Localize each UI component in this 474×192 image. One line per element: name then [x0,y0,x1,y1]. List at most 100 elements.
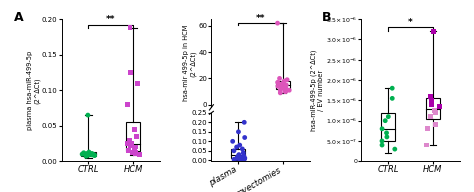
Bar [381,113,395,141]
Point [241,157,248,160]
Point [132,151,139,154]
Point [134,82,141,85]
Point [241,136,248,139]
Point [124,142,131,145]
Point [424,127,432,130]
Bar [82,152,96,156]
Point [281,79,288,83]
Bar [276,81,290,89]
Point [274,22,282,25]
Y-axis label: plasma hsa-miR-499-5p
(2^∆Ct): plasma hsa-miR-499-5p (2^∆Ct) [27,51,40,130]
Point [233,157,240,160]
Point [383,131,390,134]
Point [89,153,96,156]
Point [234,155,242,158]
Point [235,153,243,156]
Point [431,111,439,114]
Point [285,89,293,92]
Point [384,115,392,118]
Point [78,153,86,156]
Point [278,85,285,88]
Point [124,103,132,106]
Point [235,130,242,133]
Point [275,84,283,87]
Point [281,90,289,93]
Bar [231,149,246,158]
Point [233,146,240,149]
Point [282,90,290,93]
Point [274,85,282,88]
Point [130,147,138,150]
Point [283,87,290,90]
Point [423,143,431,146]
Y-axis label: hsa-mir 499-5p in HCM
(2^∆Ct): hsa-mir 499-5p in HCM (2^∆Ct) [183,25,197,101]
Point [378,139,386,142]
Point [239,151,247,154]
Point [128,142,136,145]
Point [388,87,396,90]
Point [132,146,139,149]
Point [85,153,93,156]
Point [431,123,439,126]
Point [428,99,435,102]
Point [382,119,389,122]
Point [131,128,138,131]
Point [236,158,244,161]
Point [82,153,90,156]
Y-axis label: hsa-miR-499-5p (2^∆Ct)
/ EV number: hsa-miR-499-5p (2^∆Ct) / EV number [311,50,324,131]
Point [278,86,286,89]
Point [125,138,133,142]
Text: **: ** [256,14,265,23]
Text: A: A [14,11,24,24]
Bar [126,122,140,151]
Point [237,158,245,161]
Point [241,156,248,160]
Point [126,26,134,29]
Point [234,155,241,158]
Point [91,153,98,156]
Point [238,156,246,159]
Point [85,151,93,154]
Point [429,30,437,33]
Point [276,91,284,94]
Point [229,140,237,143]
Point [378,143,386,146]
Point [276,77,283,80]
Point [230,158,238,161]
Point [378,127,386,130]
Text: *: * [408,18,413,27]
Point [278,82,286,85]
Point [84,152,91,155]
Text: B: B [322,11,331,24]
Point [240,154,247,157]
Bar [426,98,440,119]
Point [88,152,96,155]
Point [84,113,91,117]
Point [428,103,435,106]
Point [283,78,291,81]
Point [125,138,133,142]
Point [131,152,139,155]
Point [132,151,139,154]
Point [85,153,92,156]
Point [136,153,143,156]
Point [274,81,282,84]
Point [230,149,238,152]
Point [427,115,434,118]
Point [436,105,443,108]
Point [82,153,90,156]
Point [281,87,288,90]
Point [236,144,244,147]
Point [125,149,132,152]
Point [127,71,135,74]
Text: **: ** [106,15,116,24]
Point [240,121,248,124]
Point [128,151,136,154]
Point [276,89,284,92]
Point [238,147,246,151]
Point [280,86,287,89]
Point [383,135,391,138]
Point [127,144,134,147]
Point [89,153,97,156]
Point [389,97,396,100]
